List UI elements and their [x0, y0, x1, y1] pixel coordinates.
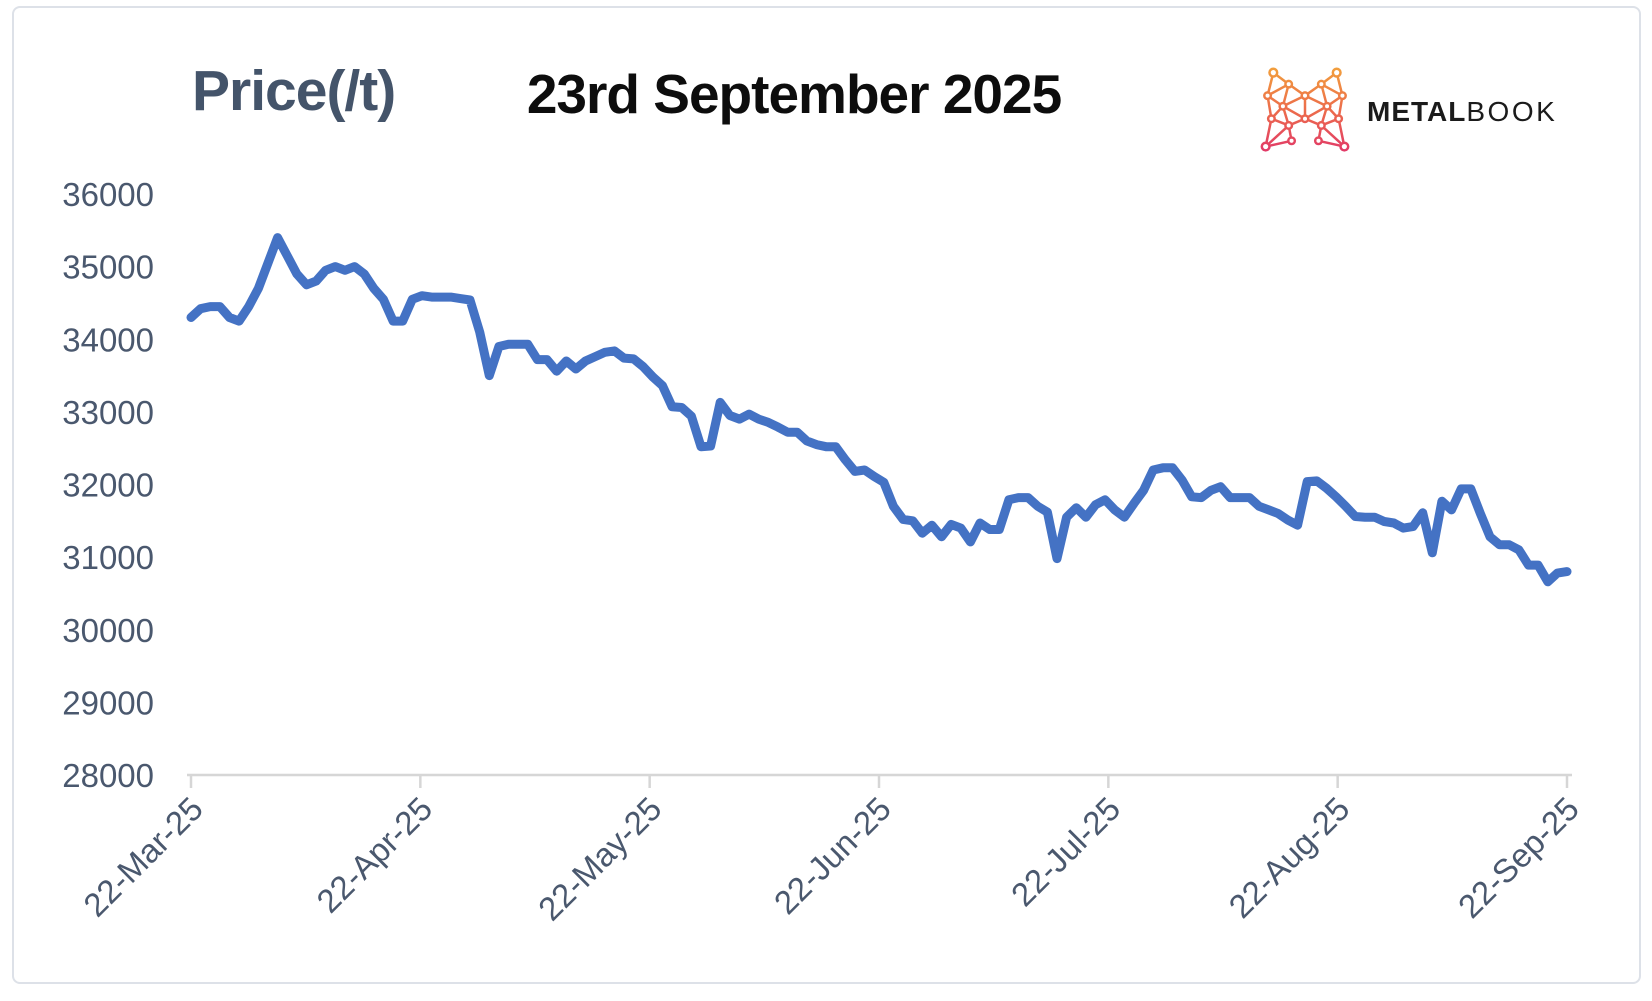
x-tick-label: 22-Jul-25: [1004, 790, 1127, 913]
x-tick-label: 22-Apr-25: [309, 790, 439, 920]
x-tick-label: 22-Sep-25: [1451, 790, 1586, 925]
metalbook-m-icon: [1260, 67, 1350, 152]
metalbook-logo: METALBOOK: [1257, 64, 1557, 160]
y-tick-label: 28000: [62, 757, 154, 794]
y-tick-label: 29000: [62, 684, 154, 721]
y-tick-label: 33000: [62, 394, 154, 431]
y-axis-title: Price(/t): [192, 59, 396, 123]
y-tick-label: 32000: [62, 467, 154, 504]
x-tick-label: 22-May-25: [531, 790, 669, 928]
brand-name-book: BOOK: [1466, 96, 1558, 127]
price-line-chart: 36000 35000 34000 33000 32000 31000 30000 29000…: [62, 176, 1586, 928]
x-tick-label: 22-Jun-25: [767, 790, 898, 921]
price-series-line: [186, 233, 1572, 587]
y-tick-label: 30000: [62, 612, 154, 649]
chart-title: 23rd September 2025: [526, 63, 1062, 125]
y-tick-label: 34000: [62, 321, 154, 358]
y-tick-label: 35000: [62, 249, 154, 286]
chart-card: Price(/t) 23rd September 2025: [12, 6, 1641, 984]
brand-name-metal: METAL: [1367, 96, 1467, 127]
y-tick-label: 31000: [62, 539, 154, 576]
x-tick-label: 22-Aug-25: [1221, 790, 1356, 925]
x-tick-label: 22-Mar-25: [76, 790, 210, 924]
y-tick-label: 36000: [62, 176, 154, 213]
brand-name: METALBOOK: [1367, 96, 1557, 128]
